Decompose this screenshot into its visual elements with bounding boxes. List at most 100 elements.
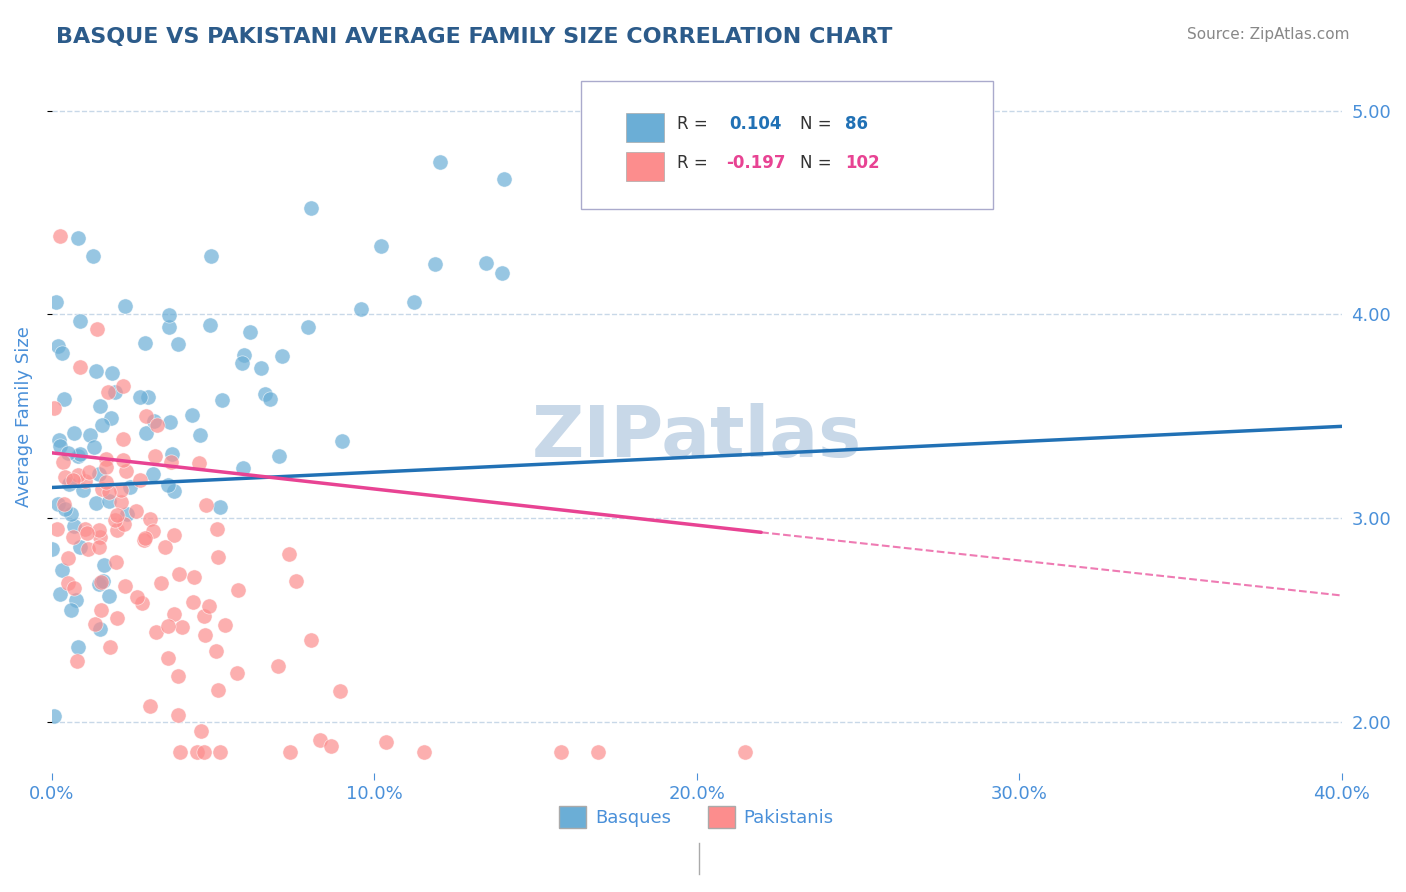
Pakistanis <box>190 724 212 739</box>
Pakistanis <box>183 595 205 609</box>
Pakistanis <box>89 530 111 544</box>
Pakistanis <box>412 745 434 759</box>
Basques <box>87 577 110 591</box>
Basques <box>491 266 513 280</box>
Pakistanis <box>160 455 183 469</box>
Pakistanis <box>97 385 120 400</box>
Pakistanis <box>104 513 127 527</box>
Basques <box>48 434 70 448</box>
Pakistanis <box>138 512 160 526</box>
Basques <box>200 249 222 263</box>
Pakistanis <box>138 698 160 713</box>
Pakistanis <box>142 524 165 539</box>
Basques <box>69 540 91 554</box>
Pakistanis <box>53 497 76 511</box>
Pakistanis <box>91 482 114 496</box>
Pakistanis <box>209 745 232 759</box>
Pakistanis <box>94 451 117 466</box>
Pakistanis <box>734 745 756 759</box>
Pakistanis <box>309 733 332 747</box>
Pakistanis <box>278 745 301 759</box>
Basques <box>198 318 221 332</box>
Basques <box>51 563 73 577</box>
Basques <box>134 335 156 350</box>
Basques <box>91 574 114 588</box>
Pakistanis <box>169 745 191 759</box>
Basques <box>41 541 63 556</box>
Basques <box>62 426 84 441</box>
Basques <box>46 339 69 353</box>
Pakistanis <box>156 618 179 632</box>
Pakistanis <box>157 651 180 665</box>
Text: N =: N = <box>800 154 837 172</box>
Pakistanis <box>145 625 167 640</box>
Pakistanis <box>135 409 157 423</box>
Basques <box>49 439 72 453</box>
Pakistanis <box>105 508 128 523</box>
Basques <box>120 480 142 494</box>
Pakistanis <box>145 418 167 433</box>
Pakistanis <box>167 669 190 683</box>
Pakistanis <box>62 473 84 487</box>
Pakistanis <box>58 551 80 566</box>
Pakistanis <box>299 632 322 647</box>
Pakistanis <box>188 456 211 470</box>
Pakistanis <box>53 470 76 484</box>
Pakistanis <box>114 516 136 531</box>
Text: -0.197: -0.197 <box>727 154 786 172</box>
Pakistanis <box>76 542 98 557</box>
Pakistanis <box>76 525 98 540</box>
Basques <box>52 392 75 406</box>
Pakistanis <box>134 531 156 545</box>
Pakistanis <box>214 618 236 632</box>
Pakistanis <box>112 452 135 467</box>
FancyBboxPatch shape <box>626 113 665 142</box>
Basques <box>599 152 621 166</box>
Basques <box>259 392 281 407</box>
Basques <box>66 640 89 654</box>
Basques <box>297 320 319 334</box>
Pakistanis <box>115 464 138 478</box>
Pakistanis <box>207 550 229 565</box>
Basques <box>129 390 152 404</box>
Basques <box>429 154 451 169</box>
Pakistanis <box>94 475 117 489</box>
Pakistanis <box>167 566 190 581</box>
Pakistanis <box>111 432 134 446</box>
Pakistanis <box>167 707 190 722</box>
Pakistanis <box>97 485 120 500</box>
Pakistanis <box>198 599 221 613</box>
Pakistanis <box>73 475 96 489</box>
Text: BASQUE VS PAKISTANI AVERAGE FAMILY SIZE CORRELATION CHART: BASQUE VS PAKISTANI AVERAGE FAMILY SIZE … <box>56 27 893 46</box>
Text: 86: 86 <box>845 115 868 133</box>
Basques <box>350 301 373 316</box>
Basques <box>135 425 157 440</box>
Basques <box>58 476 80 491</box>
Pakistanis <box>163 607 186 621</box>
Basques <box>209 500 232 515</box>
Basques <box>157 308 180 322</box>
Pakistanis <box>550 745 572 759</box>
Pakistanis <box>66 467 89 482</box>
Pakistanis <box>170 620 193 634</box>
Basques <box>271 349 294 363</box>
Basques <box>162 447 184 461</box>
Basques <box>180 408 202 422</box>
Pakistanis <box>193 608 215 623</box>
Basques <box>166 336 188 351</box>
Pakistanis <box>194 628 217 642</box>
Basques <box>402 295 425 310</box>
Basques <box>239 326 262 340</box>
Pakistanis <box>48 229 70 244</box>
Pakistanis <box>193 745 215 759</box>
FancyBboxPatch shape <box>626 153 665 181</box>
Pakistanis <box>278 547 301 561</box>
Pakistanis <box>63 582 86 596</box>
Basques <box>60 603 83 617</box>
Basques <box>67 231 90 245</box>
Basques <box>60 507 83 521</box>
Pakistanis <box>62 530 84 544</box>
Pakistanis <box>112 379 135 393</box>
Pakistanis <box>104 555 127 569</box>
Text: R =: R = <box>678 115 713 133</box>
